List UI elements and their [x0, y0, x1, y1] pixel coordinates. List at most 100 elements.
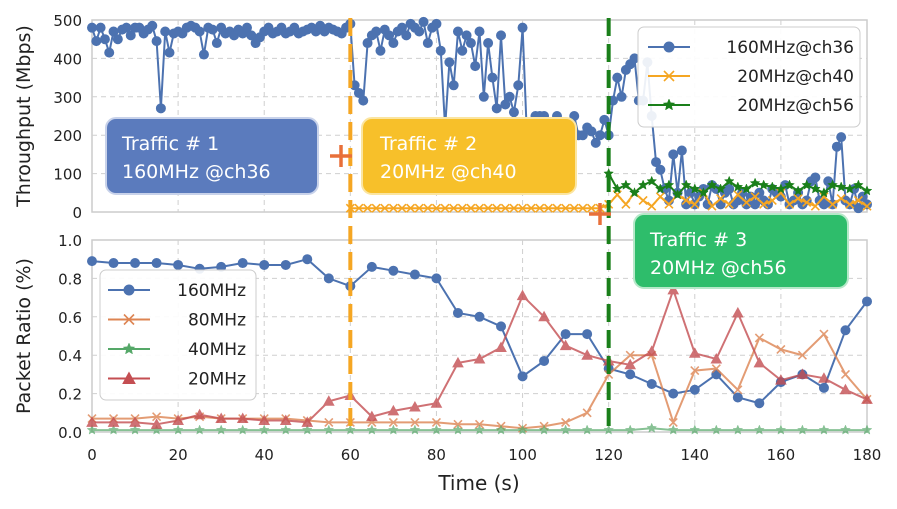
top-point [397, 203, 407, 213]
top-legend-marker [663, 41, 675, 53]
top-point [371, 203, 381, 213]
top-point [483, 203, 493, 213]
bottom-point [559, 339, 572, 351]
top-y-tick-label: 100 [53, 166, 82, 184]
bottom-point [775, 424, 787, 435]
top-point [211, 38, 222, 49]
bottom-legend-marker [123, 284, 135, 296]
top-point [793, 193, 803, 204]
x-tick-label: 60 [341, 446, 360, 464]
bottom-point [819, 329, 829, 339]
top-point [689, 183, 701, 194]
top-point [104, 47, 115, 58]
top-point [543, 203, 553, 213]
bottom-point [840, 369, 851, 379]
bottom-point [646, 379, 657, 389]
top-point [517, 22, 528, 33]
bottom-point [840, 424, 851, 435]
top-point [766, 181, 778, 192]
top-point [461, 30, 472, 41]
bottom-legend-label: 80MHz [188, 311, 246, 331]
top-point [801, 179, 813, 190]
bottom-legend-item: 160MHz [108, 281, 246, 301]
traffic-1-title: Traffic # 1 [121, 133, 219, 155]
bottom-point [732, 392, 743, 403]
bottom-point [516, 289, 529, 301]
plus-marker [330, 145, 352, 167]
bottom-point [688, 347, 701, 358]
top-y-axis-label: Throughput (Mbps) [13, 25, 35, 208]
top-point [759, 199, 769, 209]
top-point [844, 183, 856, 194]
bottom-y-axis-label: Packet Ratio (%) [13, 258, 35, 414]
top-point [465, 38, 476, 49]
top-point [449, 203, 459, 213]
top-point [125, 30, 136, 41]
bottom-point [430, 397, 443, 408]
bottom-point [775, 374, 787, 385]
bottom-point [388, 265, 399, 276]
top-point [620, 179, 632, 190]
bottom-y-tick-label: 0.6 [58, 309, 82, 327]
bottom-point [474, 419, 485, 429]
top-point [440, 203, 450, 213]
bottom-point [776, 344, 786, 355]
top-point [552, 203, 562, 213]
bottom-point [108, 424, 119, 435]
bottom-y-tick-label: 0.2 [58, 386, 82, 404]
top-legend-label: 160MHz@ch36 [726, 38, 854, 58]
top-point [483, 38, 494, 49]
bottom-point [624, 358, 637, 370]
bottom-point [322, 395, 335, 406]
top-point [810, 201, 820, 211]
top-point [504, 91, 515, 102]
top-point [819, 192, 829, 202]
top-point [375, 45, 386, 56]
bottom-point [560, 329, 571, 340]
bottom-point [301, 424, 313, 435]
top-point [164, 47, 175, 58]
top-point [637, 179, 649, 190]
bottom-point [86, 424, 98, 435]
bottom-legend-label: 40MHz [188, 340, 246, 360]
top-point [457, 45, 468, 56]
bottom-point [173, 259, 184, 270]
top-point [112, 34, 123, 45]
top-legend-marker [663, 70, 675, 82]
top-point [569, 111, 580, 121]
top-point [207, 24, 218, 35]
top-point [474, 203, 485, 213]
bottom-point [495, 424, 507, 435]
bottom-point [753, 356, 766, 368]
bottom-point [561, 417, 571, 427]
top-point [724, 199, 734, 209]
top-legend: 160MHz@ch36 20MHz@ch40 20MHz@ch56 [637, 26, 861, 128]
bottom-point [259, 259, 270, 270]
bottom-point [193, 408, 206, 420]
bottom-point [107, 416, 120, 427]
top-point [853, 195, 863, 206]
top-point [750, 192, 760, 202]
bottom-point [818, 382, 829, 393]
top-point [612, 72, 623, 83]
bottom-legend-item: 20MHz [108, 370, 246, 390]
traffic-3-box: Traffic # 3 20MHz @ch56 [633, 213, 849, 289]
bottom-legend-marker [123, 313, 135, 326]
bottom-point [279, 414, 292, 425]
bottom-point [366, 261, 377, 272]
top-point [388, 203, 398, 213]
top-y-ticks: 0 100 200 300 400 500 [53, 12, 82, 222]
top-legend-item: 20MHz@ch40 [648, 67, 854, 87]
top-point [457, 203, 467, 213]
bottom-point [668, 417, 678, 427]
bottom-point [538, 424, 550, 435]
top-y-tick-label: 200 [53, 127, 82, 145]
top-point [397, 22, 407, 33]
bottom-point [172, 414, 184, 425]
top-point [198, 49, 209, 60]
top-point [664, 199, 674, 209]
top-point [758, 179, 770, 190]
top-point [681, 195, 691, 206]
top-point [491, 103, 502, 114]
top-point [852, 179, 864, 190]
